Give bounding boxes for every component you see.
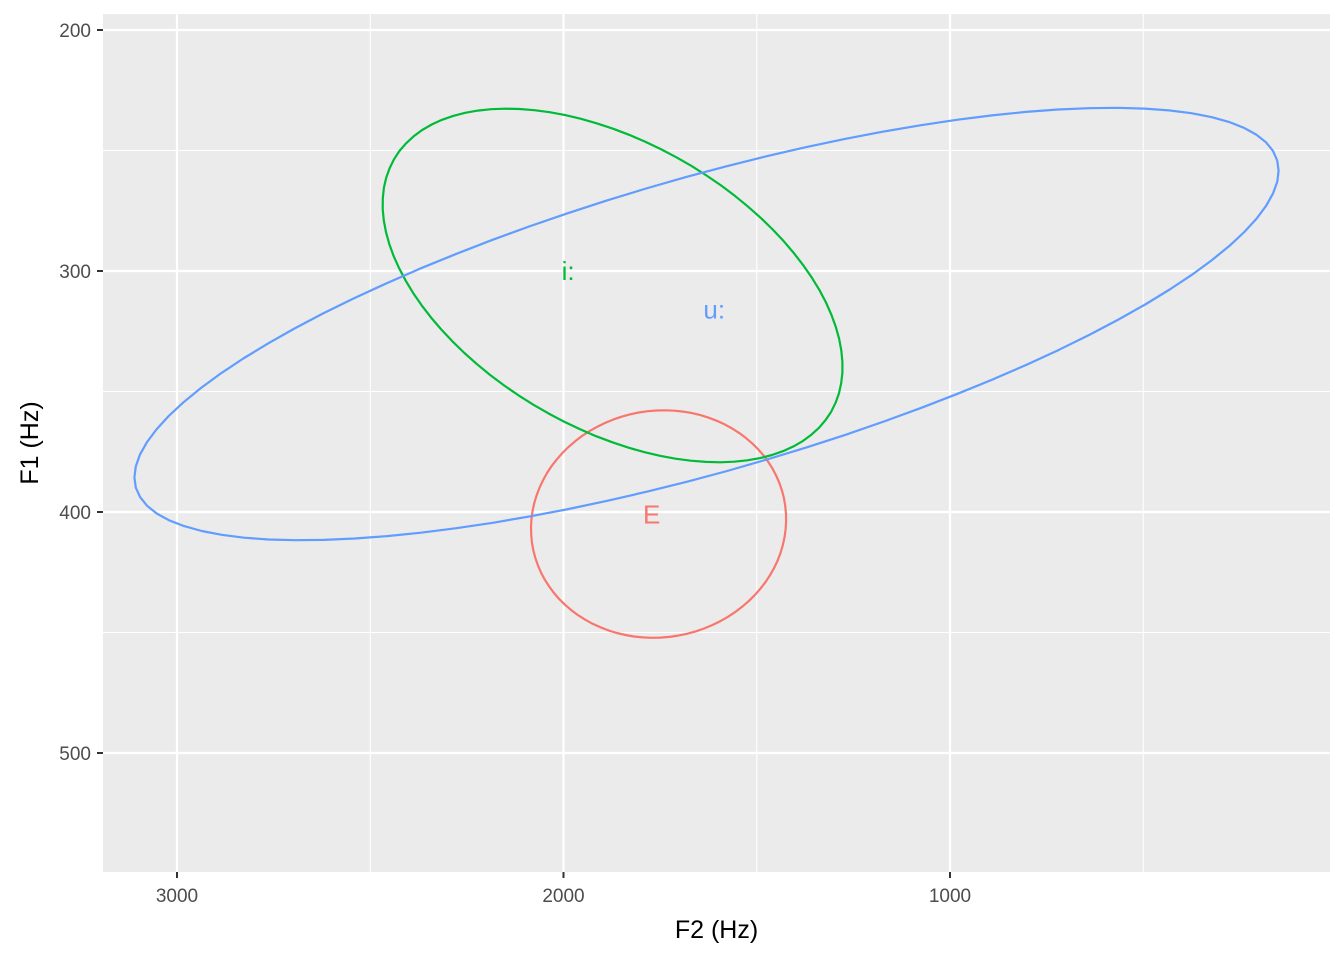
x-tick-label: 3000 [156, 886, 198, 907]
ellipse-u [133, 106, 1280, 542]
y-tick-label: 400 [59, 503, 91, 524]
ellipse-E [529, 409, 788, 639]
y-tick-label: 500 [59, 744, 91, 765]
ellipse-label: E [643, 499, 660, 529]
ellipse-label: u: [703, 295, 725, 325]
major-gridlines [103, 14, 1330, 872]
ellipse-i [381, 107, 844, 464]
y-axis-title: F1 (Hz) [16, 401, 44, 484]
x-axis-title: F2 (Hz) [675, 916, 758, 944]
plot-panel [103, 14, 1330, 872]
x-tick-label: 1000 [929, 886, 971, 907]
minor-gridlines [103, 14, 1330, 872]
ellipse-label: i: [562, 256, 575, 286]
ellipse-labels: Ei: u: [562, 256, 725, 529]
x-axis: 3000 2000 1000 [156, 872, 971, 907]
y-tick-label: 300 [59, 262, 91, 283]
ellipses [133, 106, 1280, 639]
y-tick-label: 200 [59, 21, 91, 42]
x-tick-label: 2000 [542, 886, 584, 907]
y-axis: 200 300 400 500 [59, 21, 103, 765]
